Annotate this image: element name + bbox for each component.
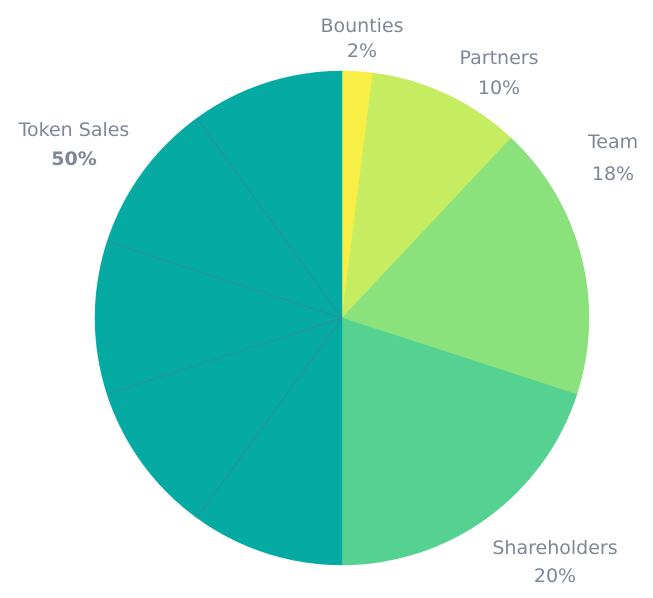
slice-label-partners: Partners: [460, 47, 539, 69]
slice-value-token-sales: 50%: [51, 148, 96, 170]
slice-label-bounties: Bounties: [320, 15, 403, 37]
pie-slice-token-sales: [94, 70, 343, 566]
pie-slice-shareholders: [341, 317, 578, 566]
pie-slice-team: [341, 137, 590, 395]
slice-label-token-sales: Token Sales: [18, 119, 130, 141]
pie-subslice-divider: [196, 117, 343, 319]
pie-subslice-divider: [106, 241, 343, 319]
slice-value-partners: 10%: [478, 77, 520, 99]
slice-value-shareholders: 20%: [534, 565, 576, 587]
slice-value-team: 18%: [592, 163, 634, 185]
slice-value-bounties: 2%: [347, 40, 377, 62]
pie-subslice-divider: [106, 317, 343, 395]
slice-label-team: Team: [587, 131, 638, 153]
pie-subslice-divider: [196, 317, 343, 519]
pie-slice-partners: [341, 72, 512, 319]
slice-label-shareholders: Shareholders: [492, 537, 617, 559]
